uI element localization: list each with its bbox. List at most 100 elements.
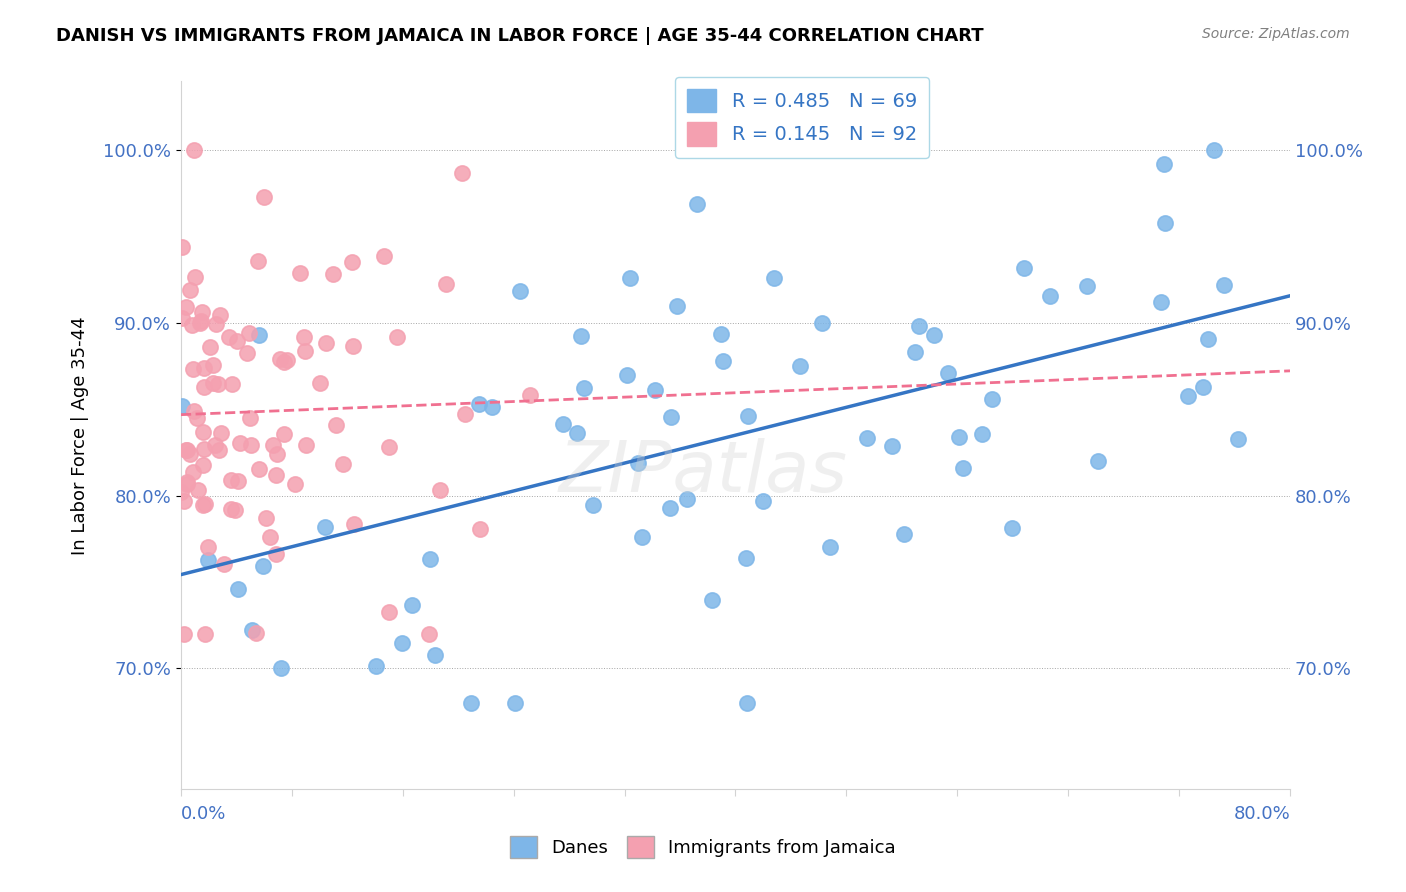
Point	[174, 443, 197, 458]
Point	[423, 648, 446, 663]
Point	[194, 497, 217, 511]
Point	[429, 483, 451, 497]
Point	[276, 353, 298, 368]
Point	[509, 284, 531, 298]
Point	[204, 438, 226, 452]
Point	[212, 558, 235, 572]
Point	[238, 326, 260, 340]
Point	[582, 498, 605, 512]
Point	[735, 550, 758, 565]
Point	[190, 314, 212, 328]
Point	[252, 190, 274, 204]
Point	[880, 440, 903, 454]
Point	[1039, 289, 1062, 303]
Point	[288, 266, 311, 280]
Point	[789, 359, 811, 373]
Point	[343, 516, 366, 531]
Point	[209, 426, 232, 441]
Point	[450, 166, 472, 180]
Point	[262, 438, 284, 452]
Point	[236, 346, 259, 360]
Point	[1213, 277, 1236, 292]
Point	[972, 426, 994, 441]
Point	[908, 318, 931, 333]
Point	[856, 431, 879, 445]
Point	[952, 460, 974, 475]
Point	[183, 269, 205, 284]
Point	[284, 477, 307, 491]
Point	[247, 461, 270, 475]
Point	[170, 485, 193, 500]
Point	[468, 522, 491, 536]
Point	[197, 540, 219, 554]
Point	[378, 605, 401, 619]
Point	[176, 300, 198, 314]
Point	[551, 417, 574, 431]
Point	[503, 696, 526, 710]
Point	[239, 438, 262, 452]
Point	[181, 318, 204, 332]
Point	[202, 376, 225, 391]
Point	[247, 327, 270, 342]
Point	[737, 409, 759, 423]
Point	[659, 410, 682, 425]
Point	[325, 417, 347, 432]
Point	[1177, 389, 1199, 403]
Point	[181, 362, 204, 376]
Point	[904, 344, 927, 359]
Point	[1014, 261, 1036, 276]
Point	[240, 624, 263, 638]
Point	[172, 399, 194, 413]
Point	[207, 442, 229, 457]
Text: Source: ZipAtlas.com: Source: ZipAtlas.com	[1202, 27, 1350, 41]
Point	[264, 468, 287, 483]
Point	[710, 326, 733, 341]
Point	[170, 311, 193, 326]
Point	[292, 330, 315, 344]
Point	[254, 511, 277, 525]
Point	[179, 283, 201, 297]
Point	[364, 659, 387, 673]
Point	[221, 377, 243, 392]
Point	[193, 425, 215, 440]
Point	[176, 477, 198, 491]
Point	[700, 592, 723, 607]
Point	[188, 317, 211, 331]
Point	[735, 696, 758, 710]
Point	[201, 359, 224, 373]
Point	[893, 527, 915, 541]
Point	[181, 465, 204, 479]
Point	[269, 351, 291, 366]
Point	[686, 197, 709, 211]
Point	[418, 626, 440, 640]
Point	[401, 598, 423, 612]
Point	[711, 354, 734, 368]
Text: ZIPatlas: ZIPatlas	[558, 438, 848, 508]
Point	[468, 397, 491, 411]
Point	[266, 447, 288, 461]
Point	[810, 316, 832, 330]
Point	[342, 339, 364, 353]
Point	[1087, 454, 1109, 468]
Point	[1192, 380, 1215, 394]
Point	[228, 474, 250, 488]
Point	[229, 436, 252, 450]
Point	[631, 530, 654, 544]
Point	[569, 329, 592, 343]
Point	[948, 430, 970, 444]
Point	[373, 249, 395, 263]
Point	[194, 626, 217, 640]
Point	[205, 317, 228, 331]
Point	[226, 334, 249, 349]
Point	[315, 336, 337, 351]
Point	[191, 305, 214, 319]
Point	[481, 400, 503, 414]
Point	[176, 442, 198, 457]
Text: 80.0%: 80.0%	[1233, 805, 1291, 823]
Point	[259, 530, 281, 544]
Point	[340, 254, 363, 268]
Point	[519, 388, 541, 402]
Point	[218, 330, 240, 344]
Legend: Danes, Immigrants from Jamaica: Danes, Immigrants from Jamaica	[503, 829, 903, 865]
Point	[193, 361, 215, 376]
